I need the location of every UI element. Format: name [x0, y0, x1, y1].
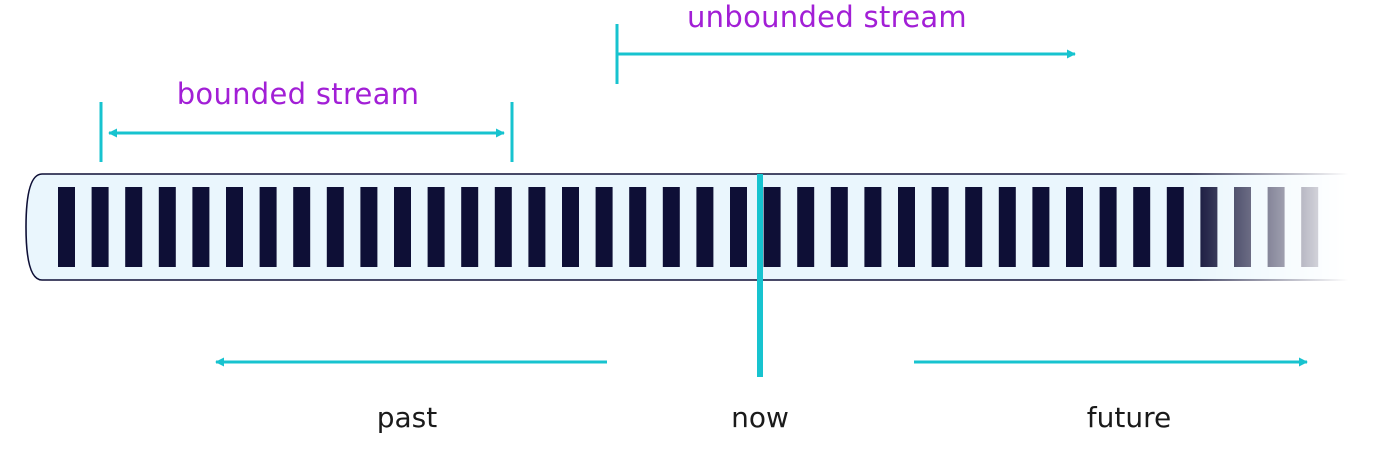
event-bar: [730, 187, 747, 267]
event-bar: [494, 187, 512, 267]
event-bar: [763, 187, 781, 267]
event-bar: [125, 187, 143, 267]
event-bar: [1066, 187, 1083, 267]
event-bar: [830, 187, 848, 267]
event-bar: [898, 187, 915, 267]
event-bar: [1099, 187, 1117, 267]
event-bar: [158, 187, 176, 267]
event-bar: [394, 187, 411, 267]
event-bar: [1267, 187, 1285, 267]
event-bar: [91, 187, 109, 267]
event-bar: [1200, 187, 1218, 267]
event-bar: [931, 187, 949, 267]
event-bar: [1166, 187, 1184, 267]
event-bar: [965, 187, 983, 267]
event-bar: [998, 187, 1016, 267]
event-bar: [864, 187, 882, 267]
event-bar: [595, 187, 613, 267]
event-bar: [427, 187, 445, 267]
event-bar: [662, 187, 680, 267]
event-bar: [528, 187, 546, 267]
event-bar: [192, 187, 210, 267]
event-bar: [1301, 187, 1319, 267]
stream-tube: [25, 173, 1383, 281]
event-bar: [226, 187, 243, 267]
event-bar: [58, 187, 75, 267]
event-bar: [1133, 187, 1151, 267]
event-bar: [360, 187, 378, 267]
event-bar: [1032, 187, 1050, 267]
event-bars: [58, 187, 1319, 267]
future-label: future: [1087, 401, 1171, 434]
bounded-stream-label: bounded stream: [177, 77, 420, 111]
bounded-stream-bracket: [99, 102, 514, 162]
unbounded-stream-bracket: [615, 24, 1076, 84]
event-bar: [696, 187, 714, 267]
event-bar: [259, 187, 277, 267]
past-label: past: [377, 401, 438, 434]
event-bar: [1234, 187, 1251, 267]
event-bar: [326, 187, 344, 267]
event-bar: [629, 187, 647, 267]
event-bar: [461, 187, 479, 267]
event-bar: [562, 187, 579, 267]
event-bar: [293, 187, 311, 267]
now-label: now: [731, 401, 789, 434]
unbounded-stream-label: unbounded stream: [687, 0, 967, 34]
event-bar: [797, 187, 815, 267]
